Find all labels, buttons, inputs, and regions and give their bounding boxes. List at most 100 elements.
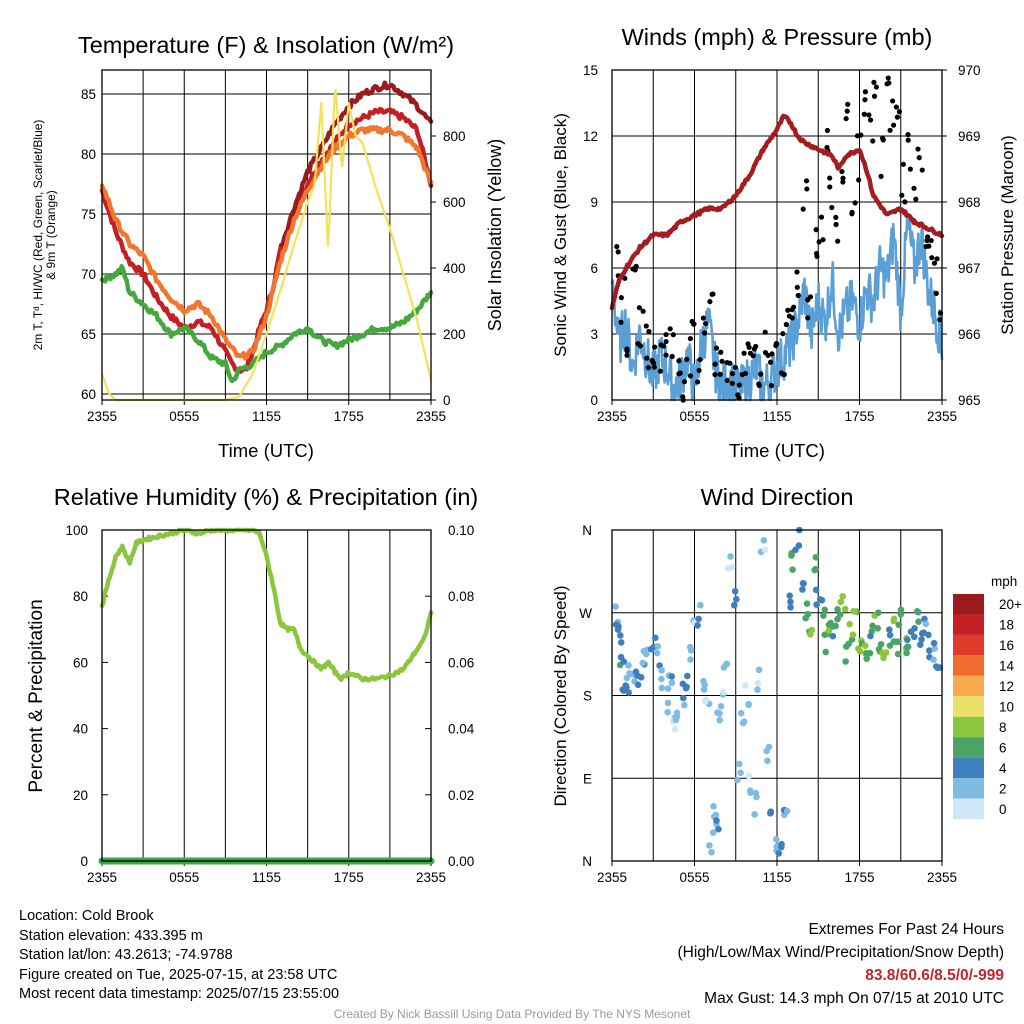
winds-y2-tick-label: 966	[958, 327, 981, 342]
winds-y2label: Station Pressure (Maroon)	[998, 135, 1017, 334]
winddir-point	[804, 610, 812, 618]
winddir-title: Wind Direction	[701, 484, 854, 510]
gust-point	[933, 290, 939, 296]
gust-point	[894, 114, 900, 120]
winds-border	[611, 69, 943, 401]
gust-point	[783, 321, 789, 328]
winddir-point	[733, 595, 740, 603]
winddir-ylabel: Direction (Colored By Speed)	[551, 585, 570, 806]
colorbar-swatch	[953, 798, 984, 819]
temp-y-tick-label: 65	[81, 327, 96, 342]
rh-x-tick-label: 2355	[87, 870, 117, 885]
winddir-point	[849, 631, 857, 639]
winddir-point	[710, 803, 717, 810]
winddir-point	[654, 643, 662, 650]
colorbar-swatch	[953, 716, 984, 738]
gust-point	[934, 256, 940, 262]
rh-y2-tick-label: 0.04	[448, 722, 475, 737]
winddir-point	[772, 835, 780, 843]
winddir-point	[652, 634, 659, 642]
winddir-point	[867, 632, 874, 640]
gust-point	[643, 323, 649, 329]
rh-y-tick-label: 20	[73, 788, 88, 803]
winddir-point	[930, 656, 937, 664]
winddir-point	[930, 639, 938, 647]
extremes-legend: (High/Low/Max Wind/Precipitation/Snow De…	[677, 944, 1005, 961]
winddir-point	[877, 640, 885, 648]
winddir-point	[694, 622, 701, 629]
gust-point	[700, 315, 706, 321]
temp-axes: 2355 0555 1155 1755 2355	[87, 70, 446, 424]
extremes-values: 83.8/60.6/8.5/0/-999	[865, 967, 1004, 984]
winddir-point	[724, 565, 732, 572]
gust-point	[844, 108, 850, 114]
gust-point	[687, 335, 693, 342]
winddir-point	[731, 587, 739, 595]
temp-y2-tick-label: 600	[443, 195, 466, 210]
temp-border	[101, 69, 432, 401]
temp-series-9m-t	[99, 124, 434, 361]
gust-point	[713, 345, 720, 351]
gust-point	[667, 326, 673, 332]
winddir-point	[745, 700, 752, 708]
gust-point	[829, 204, 835, 211]
gust-point	[926, 243, 932, 249]
gust-point	[905, 132, 911, 138]
colorbar-label: 0	[999, 802, 1007, 817]
winddir-point	[837, 598, 845, 606]
gust-point	[789, 315, 796, 321]
gust-point	[756, 382, 762, 389]
winds-y-tick-label: 3	[590, 327, 598, 342]
winddir-point	[811, 566, 818, 574]
gust-point	[804, 186, 810, 192]
gust-point	[762, 329, 768, 335]
gust-point	[701, 330, 708, 336]
winddir-point	[917, 641, 924, 648]
gust-point	[879, 135, 886, 141]
winddir-point	[617, 639, 625, 646]
gust-point	[813, 250, 820, 257]
winddir-point	[709, 829, 717, 837]
winddir-point	[701, 681, 709, 689]
winddir-point	[795, 542, 803, 549]
winddir-point	[918, 636, 925, 643]
winddir-point	[760, 537, 768, 544]
gust-point	[724, 377, 730, 384]
winddir-points	[612, 526, 944, 857]
gust-point	[741, 350, 747, 356]
temp-x-tick-label: 1755	[334, 409, 364, 424]
colorbar-label: 14	[999, 659, 1015, 674]
winddir-point	[911, 625, 918, 632]
gust-point	[624, 352, 630, 359]
gust-point	[719, 358, 725, 364]
gust-point	[769, 351, 775, 357]
gust-point	[820, 237, 826, 243]
winddir-point	[664, 685, 672, 692]
winds-y2-tick-label: 968	[958, 195, 981, 210]
winddir-point	[712, 811, 720, 819]
gust-point	[929, 255, 935, 261]
winddir-point	[897, 611, 905, 618]
gust-point	[781, 371, 787, 378]
winddir-point	[755, 666, 763, 674]
winddir-point	[841, 605, 849, 613]
winddir-point	[642, 647, 650, 655]
winddir-point	[904, 643, 912, 651]
winddir-point	[895, 621, 903, 629]
rh-x-tick-label: 0555	[169, 870, 199, 885]
gust-point	[840, 175, 846, 181]
gust-point	[718, 349, 724, 355]
gust-point	[900, 161, 906, 167]
gust-point	[794, 269, 800, 275]
latlon-text: Station lat/lon: 43.2613; -74.9788	[19, 947, 233, 964]
winddir-point	[778, 843, 785, 851]
gust-point	[640, 308, 646, 314]
gust-point	[650, 360, 657, 366]
winddir-point	[786, 592, 794, 600]
winds-x-tick-label: 2355	[927, 409, 957, 424]
gust-point	[636, 305, 643, 311]
gust-point	[702, 320, 709, 327]
winddir-point	[708, 848, 715, 856]
gust-point	[707, 299, 713, 305]
gust-point	[624, 346, 630, 352]
